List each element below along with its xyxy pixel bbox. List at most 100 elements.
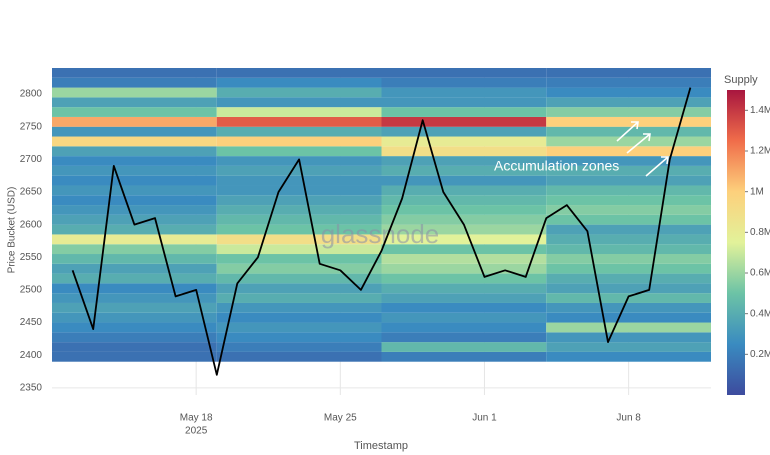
- heat-cell: [52, 136, 217, 147]
- heat-cell: [216, 273, 382, 284]
- heat-cell: [546, 351, 711, 362]
- heat-cell: [546, 126, 711, 137]
- y-tick-label: 2750: [20, 121, 43, 132]
- heat-cell: [52, 244, 217, 255]
- heat-cell: [52, 224, 217, 235]
- colorbar-title: Supply: [724, 74, 758, 86]
- heat-cell: [216, 97, 382, 108]
- heat-cell: [216, 175, 382, 186]
- annotation-arrows: [616, 121, 669, 177]
- heat-cell: [52, 97, 217, 108]
- heat-cell: [546, 283, 711, 294]
- x-tick-label: May 25: [324, 413, 357, 424]
- heat-cell: [381, 68, 547, 78]
- heat-cell: [381, 214, 547, 225]
- y-tick-label: 2700: [20, 154, 43, 165]
- heat-cell: [52, 77, 217, 88]
- heat-cell: [381, 254, 547, 264]
- heat-cell: [52, 263, 217, 274]
- heat-cell: [52, 273, 217, 284]
- heat-cell: [216, 107, 382, 117]
- heat-cell: [381, 263, 547, 274]
- heat-cell: [381, 97, 547, 108]
- heat-cell: [52, 214, 217, 225]
- y-tick-label: 2450: [20, 317, 43, 328]
- heat-cell: [381, 224, 547, 235]
- heat-cell: [546, 175, 711, 186]
- heat-cell: [381, 175, 547, 186]
- heat-cell: [381, 146, 547, 157]
- arrow: [626, 133, 651, 154]
- heat-cell: [546, 87, 711, 98]
- heat-cell: [381, 293, 547, 303]
- x-axis-title: Timestamp: [354, 440, 408, 452]
- heat-cell: [52, 254, 217, 264]
- y-tick-label: 2800: [20, 89, 43, 100]
- heat-cell: [216, 146, 382, 157]
- heat-cell: [546, 322, 711, 333]
- heat-cell: [381, 136, 547, 147]
- heat-cell: [216, 312, 382, 323]
- heat-cell: [52, 312, 217, 323]
- heat-cell: [216, 116, 382, 127]
- heat-cell: [216, 263, 382, 274]
- heat-cell: [546, 116, 711, 127]
- heat-cell: [52, 322, 217, 333]
- arrow: [645, 156, 669, 177]
- x-tick-label: Jun 8: [616, 413, 641, 424]
- heat-cell: [546, 68, 711, 78]
- heat-cell: [52, 185, 217, 196]
- heat-cell: [546, 97, 711, 108]
- heat-cell: [216, 136, 382, 147]
- arrow: [616, 121, 639, 142]
- heat-cell: [546, 214, 711, 225]
- heat-cell: [381, 87, 547, 98]
- heat-cell: [381, 244, 547, 255]
- heat-cell: [52, 165, 217, 176]
- x-tick-label: May 18: [180, 413, 213, 424]
- heat-cell: [381, 195, 547, 206]
- heat-cell: [52, 68, 217, 78]
- heat-cell: [381, 322, 547, 333]
- heat-cell: [381, 283, 547, 294]
- heat-cell: [52, 116, 217, 127]
- heat-cell: [381, 205, 547, 215]
- heat-cell: [381, 156, 547, 166]
- colorbar-tick-label: 0.4M: [750, 308, 770, 319]
- heat-cell: [216, 126, 382, 137]
- y-tick-label: 2500: [20, 285, 43, 296]
- heat-cell: [52, 332, 217, 343]
- heat-cell: [546, 312, 711, 323]
- colorbar-tick-label: 0.8M: [750, 227, 770, 238]
- y-tick-label: 2600: [20, 219, 43, 230]
- heat-cell: [381, 312, 547, 323]
- heat-cell: [546, 77, 711, 88]
- heat-cell: [546, 302, 711, 313]
- y-tick-label: 2550: [20, 252, 43, 263]
- colorbar: [727, 90, 745, 395]
- heat-cell: [52, 205, 217, 215]
- heat-cell: [381, 302, 547, 313]
- heat-cell: [546, 244, 711, 255]
- heat-cell: [216, 224, 382, 235]
- heat-cell: [546, 234, 711, 245]
- heat-cell: [381, 77, 547, 88]
- y-axis-title: Price Bucket (USD): [7, 187, 18, 274]
- heat-cell: [546, 273, 711, 284]
- heat-cell: [216, 195, 382, 206]
- heat-cell: [381, 342, 547, 352]
- heat-cell: [216, 254, 382, 264]
- heat-cell: [381, 351, 547, 362]
- heat-cell: [381, 273, 547, 284]
- heat-cell: [216, 234, 382, 245]
- heat-cell: [546, 185, 711, 196]
- heat-cell: [216, 244, 382, 255]
- heat-cell: [216, 283, 382, 294]
- heat-cell: [381, 107, 547, 117]
- heat-cell: [216, 332, 382, 343]
- heat-cell: [381, 126, 547, 137]
- y-tick-label: 2350: [20, 382, 43, 393]
- heat-cell: [546, 263, 711, 274]
- heat-cell: [52, 283, 217, 294]
- colorbar-tick-label: 1.2M: [750, 146, 770, 157]
